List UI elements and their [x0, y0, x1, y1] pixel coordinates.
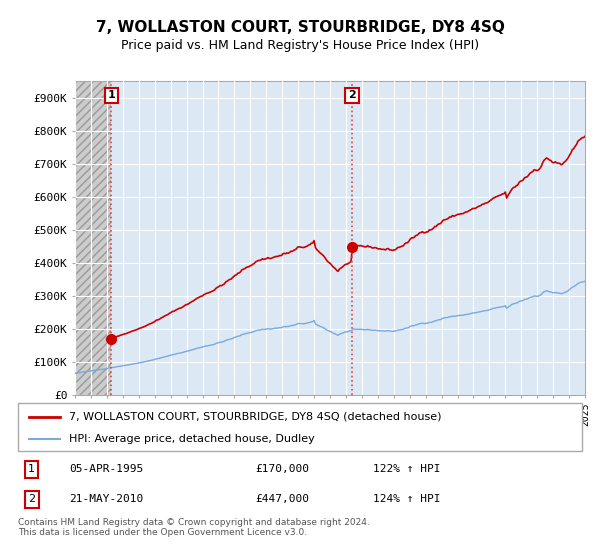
Text: 1: 1: [28, 464, 35, 474]
Text: 05-APR-1995: 05-APR-1995: [69, 464, 143, 474]
Text: 7, WOLLASTON COURT, STOURBRIDGE, DY8 4SQ (detached house): 7, WOLLASTON COURT, STOURBRIDGE, DY8 4SQ…: [69, 412, 441, 422]
Text: Price paid vs. HM Land Registry's House Price Index (HPI): Price paid vs. HM Land Registry's House …: [121, 39, 479, 52]
Text: 7, WOLLASTON COURT, STOURBRIDGE, DY8 4SQ: 7, WOLLASTON COURT, STOURBRIDGE, DY8 4SQ: [95, 20, 505, 35]
Text: £170,000: £170,000: [255, 464, 309, 474]
Text: 21-MAY-2010: 21-MAY-2010: [69, 494, 143, 505]
Text: Contains HM Land Registry data © Crown copyright and database right 2024.
This d: Contains HM Land Registry data © Crown c…: [18, 518, 370, 538]
Text: 122% ↑ HPI: 122% ↑ HPI: [373, 464, 441, 474]
Text: 1: 1: [107, 90, 115, 100]
Text: 2: 2: [348, 90, 356, 100]
Text: HPI: Average price, detached house, Dudley: HPI: Average price, detached house, Dudl…: [69, 434, 314, 444]
Text: 124% ↑ HPI: 124% ↑ HPI: [373, 494, 441, 505]
Text: £447,000: £447,000: [255, 494, 309, 505]
Text: 2: 2: [28, 494, 35, 505]
Bar: [75, 81, 111, 395]
